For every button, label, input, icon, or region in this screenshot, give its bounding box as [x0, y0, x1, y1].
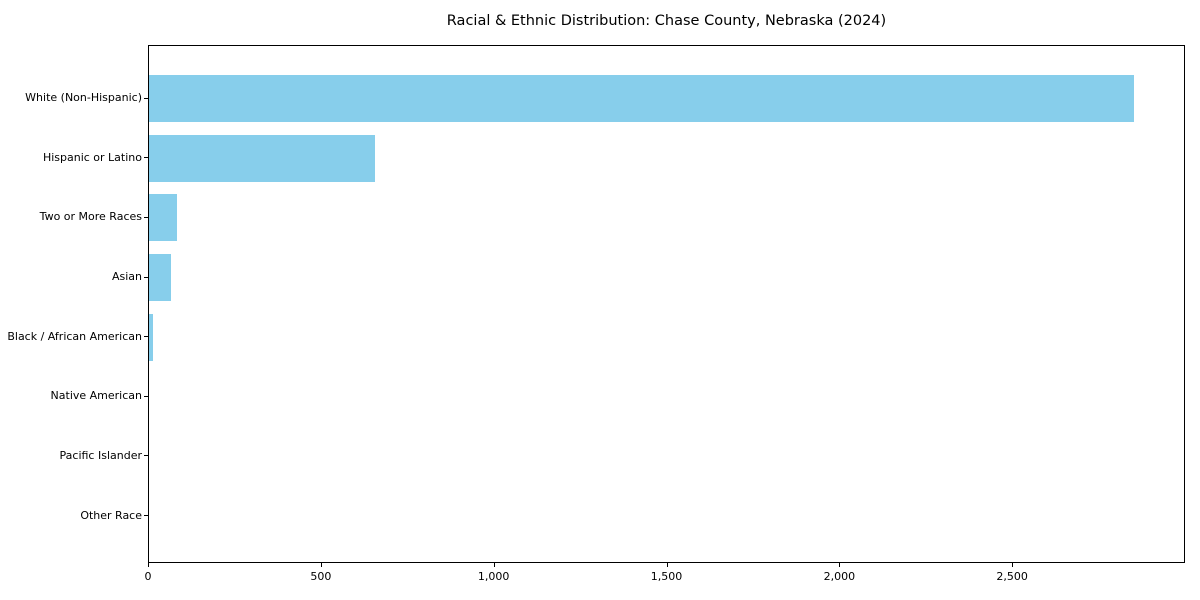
- x-tick: [1012, 563, 1014, 567]
- bar: [149, 254, 172, 302]
- y-tick-label: Black / African American: [7, 329, 142, 343]
- plot-area: [148, 45, 1185, 563]
- y-tick: [144, 455, 148, 457]
- y-tick-label: Pacific Islander: [59, 448, 142, 462]
- x-tick-label: 2,000: [823, 570, 856, 583]
- x-tick: [839, 563, 841, 567]
- y-tick-label: Two or More Races: [39, 210, 142, 224]
- y-tick: [144, 97, 148, 99]
- x-tick: [148, 563, 149, 567]
- chart-title: Racial & Ethnic Distribution: Chase Coun…: [446, 13, 887, 29]
- y-tick: [144, 216, 148, 218]
- y-tick: [144, 515, 148, 517]
- x-tick: [493, 563, 495, 567]
- bar: [149, 134, 376, 182]
- x-tick-label: 1,000: [477, 570, 510, 583]
- x-tick-label: 0: [144, 570, 152, 583]
- y-tick: [144, 336, 148, 338]
- x-tick: [320, 563, 322, 567]
- bar: [149, 75, 1135, 123]
- x-tick-label: 1,500: [650, 570, 683, 583]
- y-tick-label: Native American: [50, 389, 142, 403]
- y-tick-label: Asian: [111, 270, 142, 284]
- bar: [149, 313, 154, 361]
- y-tick-label: White (Non-Hispanic): [25, 91, 142, 105]
- y-tick: [144, 276, 148, 278]
- y-tick: [144, 157, 148, 159]
- y-tick: [144, 395, 148, 397]
- x-tick-label: 500: [310, 570, 332, 583]
- y-tick-label: Hispanic or Latino: [42, 150, 142, 164]
- bar: [149, 194, 177, 242]
- y-tick-label: Other Race: [80, 508, 142, 522]
- x-tick: [666, 563, 668, 567]
- x-tick-label: 2,500: [996, 570, 1028, 583]
